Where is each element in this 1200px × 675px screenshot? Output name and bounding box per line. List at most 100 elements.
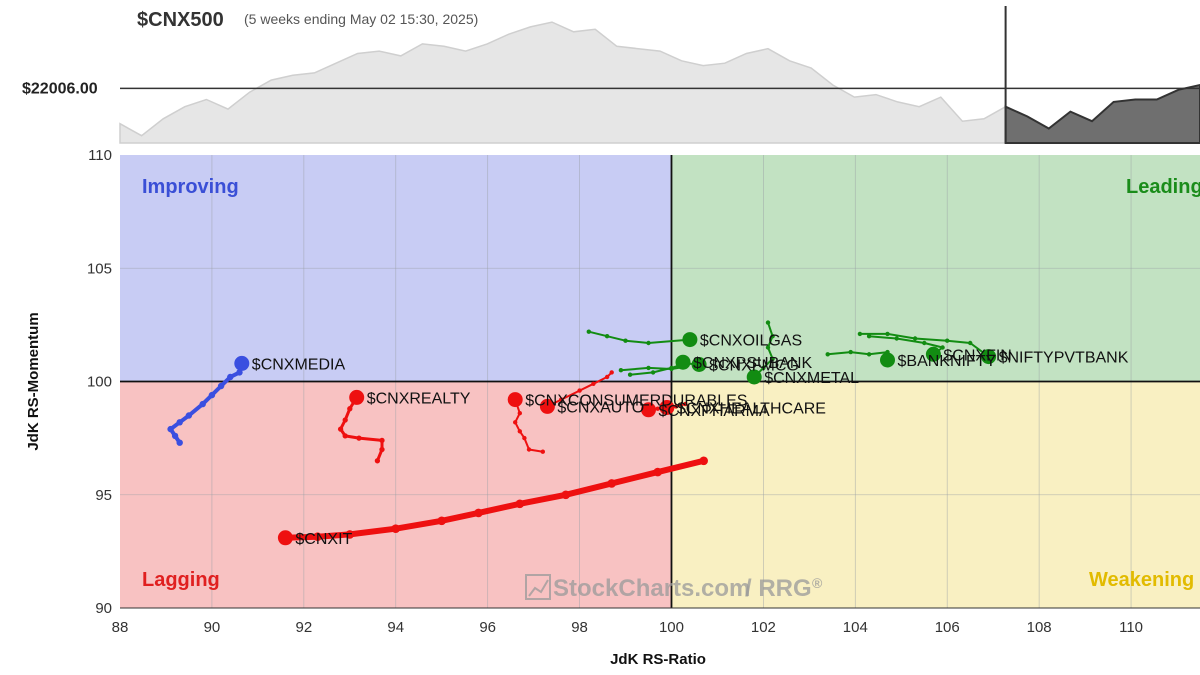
- series-point-cnxmedia: [217, 382, 225, 390]
- series-label-cnxmetal: $CNXMETAL: [764, 370, 859, 387]
- series-head-cnxfin: [925, 346, 941, 362]
- series-head-cnxauto: [539, 398, 555, 414]
- series-cnxoilgas: [586, 329, 698, 348]
- series-point-cnxmedia: [167, 425, 174, 433]
- x-tick-label: 106: [935, 619, 960, 636]
- series-head-niftypvtbank: [981, 349, 997, 365]
- series-cnxrealty: [337, 389, 385, 464]
- series-label-cnxhealthcare: $CNXHEALTHCARE: [677, 401, 826, 418]
- watermark-text: StockCharts.com: [553, 575, 750, 602]
- series-point-banknifty: [825, 352, 830, 357]
- series-point-cnxoilgas: [604, 334, 610, 339]
- x-tick-label: 100: [659, 619, 684, 636]
- series-point-cnxconsumerdurables: [522, 435, 527, 441]
- series-head-cnxhealthcare: [659, 400, 675, 415]
- series-cnxmetal: [746, 320, 775, 385]
- chart-symbol-title: $CNX500: [137, 9, 224, 31]
- series-point-cnxit: [313, 532, 322, 541]
- series-niftypvtbank: [857, 331, 997, 365]
- series-cnxconsumerdurables: [507, 392, 545, 454]
- x-tick-label: 108: [1027, 619, 1052, 636]
- series-head-cnxrealty: [349, 389, 365, 405]
- series-point-cnxauto: [604, 374, 610, 380]
- series-head-cnxpsubank: [675, 354, 691, 370]
- series-cnxmedia: [167, 355, 250, 446]
- series-head-cnxit: [277, 530, 293, 546]
- series-point-banknifty: [866, 352, 872, 357]
- watermark-suffix: / RRG: [745, 575, 812, 602]
- y-axis-label: JdK RS-Momentum: [25, 312, 42, 450]
- series-label-cnxit: $CNXIT: [295, 531, 352, 548]
- series-point-cnxmetal: [765, 320, 771, 325]
- series-point-cnxpsubank: [669, 366, 674, 372]
- series-point-cnxauto: [609, 370, 614, 375]
- series-label-cnxconsumerdurables: $CNXCONSUMERDURABLES: [525, 393, 747, 410]
- quadrant-labels: Improving Leading Lagging Weakening: [142, 176, 1200, 591]
- x-tick-label: 102: [751, 619, 776, 636]
- price-area: [119, 21, 1007, 144]
- series-head-cnxconsumerdurables: [507, 392, 523, 408]
- series-point-cnxmedia: [176, 439, 183, 446]
- watermark-logo-trend-icon: [528, 579, 549, 597]
- series-point-niftypvtbank: [912, 336, 918, 341]
- series-banknifty: [825, 349, 895, 368]
- series-point-cnxfin: [894, 336, 899, 341]
- series-point-cnxit: [515, 499, 525, 509]
- series-point-cnxrealty: [342, 417, 348, 423]
- quadrant-label-leading: Leading: [1126, 176, 1200, 198]
- x-tick-label: 94: [387, 619, 404, 636]
- quadrant-label-lagging: Lagging: [142, 569, 220, 591]
- series-label-cnxauto: $CNXAUTO: [557, 399, 644, 416]
- series-point-cnxit: [653, 467, 662, 477]
- series-point-cnxconsumerdurables: [517, 429, 522, 434]
- series-point-cnxfin: [866, 334, 872, 339]
- series-point-cnxrealty: [379, 446, 385, 453]
- series-label-cnxfmcg: $CNXFMCG: [709, 358, 799, 375]
- series-layer: [167, 320, 997, 546]
- axes: 88 90 92 94 96 98 100 102 104 106 108 1109095100105…: [25, 147, 1200, 668]
- x-tick-label: 110: [1119, 619, 1143, 636]
- watermark-logo-icon: [525, 574, 551, 600]
- series-point-cnxrealty: [347, 406, 353, 412]
- series-point-cnxmedia: [208, 391, 216, 399]
- y-tick-label: 95: [95, 487, 112, 504]
- series-point-cnxmetal: [770, 356, 775, 361]
- series-point-niftypvtbank: [945, 338, 950, 343]
- x-tick-label: 98: [571, 619, 588, 636]
- series-point-cnxauto: [577, 388, 582, 393]
- series-point-cnxmetal: [770, 334, 775, 339]
- series-point-cnxit: [699, 456, 708, 466]
- series-point-cnxconsumerdurables: [540, 449, 545, 454]
- series-point-cnxmedia: [227, 373, 234, 381]
- x-axis-label: JdK RS-Ratio: [610, 651, 706, 668]
- series-point-cnxmetal: [765, 345, 771, 350]
- series-point-cnxoilgas: [586, 329, 591, 334]
- series-label-cnxrealty: $CNXREALTY: [367, 390, 471, 407]
- price-area-current: [1004, 83, 1200, 144]
- x-tick-label: 104: [843, 619, 868, 636]
- series-point-cnxauto: [559, 397, 564, 402]
- series-head-cnxmedia: [234, 355, 250, 371]
- series-cnxfin: [866, 334, 945, 362]
- series-point-cnxmedia: [176, 419, 183, 426]
- series-point-cnxfmcg: [650, 370, 656, 375]
- series-point-cnxoilgas: [646, 340, 651, 346]
- series-point-cnxit: [561, 490, 571, 500]
- series-point-cnxfin: [922, 340, 927, 346]
- series-point-cnxauto: [591, 381, 596, 386]
- series-point-cnxhealthcare: [683, 401, 688, 407]
- series-point-cnxconsumerdurables: [513, 420, 518, 425]
- series-point-cnxconsumerdurables: [526, 447, 532, 452]
- price-panel: $CNX500 (5 weeks ending May 02 15:30, 20…: [22, 6, 1200, 144]
- series-point-cnxit: [474, 508, 483, 518]
- y-tick-label: 90: [95, 600, 112, 617]
- series-cnxauto: [539, 370, 614, 414]
- rrg-panel: Improving Leading Lagging Weakening StockCh…: [25, 147, 1200, 668]
- series-point-cnxmetal: [761, 365, 766, 371]
- series-point-cnxpsubank: [618, 368, 624, 373]
- series-label-niftypvtbank: $NIFTYPVTBANK: [999, 350, 1129, 367]
- watermark-registered: ®: [812, 575, 823, 591]
- y-tick-label: 100: [87, 374, 112, 391]
- series-tail-niftypvtbank: [858, 332, 990, 358]
